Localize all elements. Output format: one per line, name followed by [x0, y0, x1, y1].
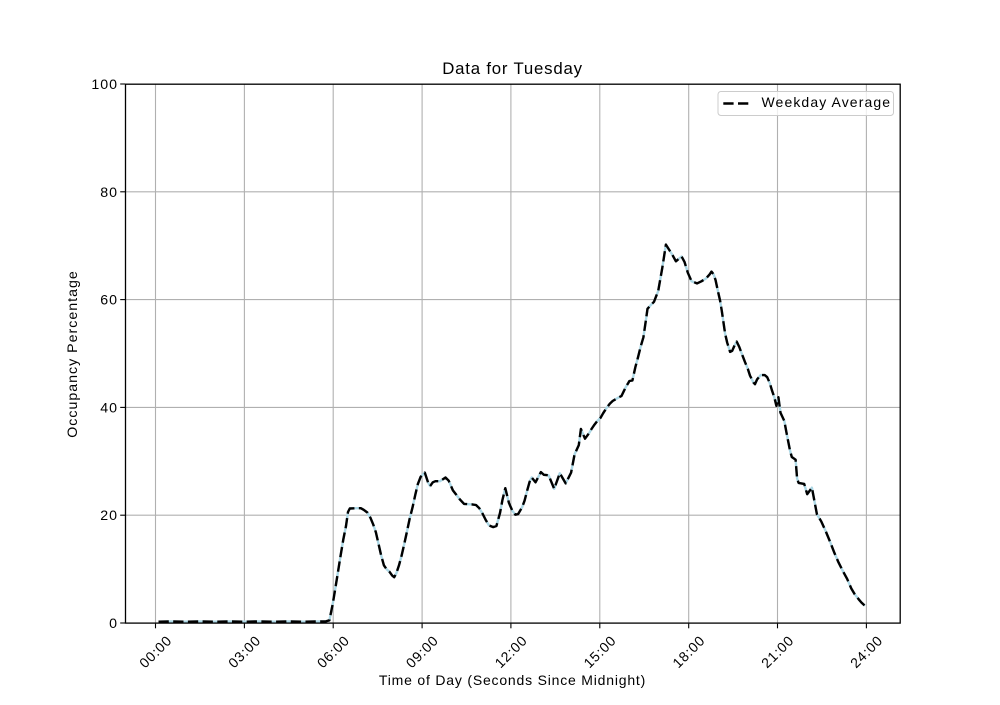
svg-text:Occupancy Percentage: Occupancy Percentage — [65, 270, 81, 437]
svg-text:0: 0 — [109, 616, 118, 632]
svg-text:20: 20 — [100, 508, 118, 524]
svg-text:Data for Tuesday: Data for Tuesday — [442, 59, 583, 78]
svg-text:100: 100 — [91, 77, 118, 93]
svg-text:Weekday Average: Weekday Average — [762, 94, 892, 110]
svg-text:Time of Day (Seconds Since Mid: Time of Day (Seconds Since Midnight) — [379, 672, 646, 688]
svg-text:40: 40 — [100, 400, 118, 416]
svg-text:80: 80 — [100, 185, 118, 201]
svg-text:60: 60 — [100, 293, 118, 309]
